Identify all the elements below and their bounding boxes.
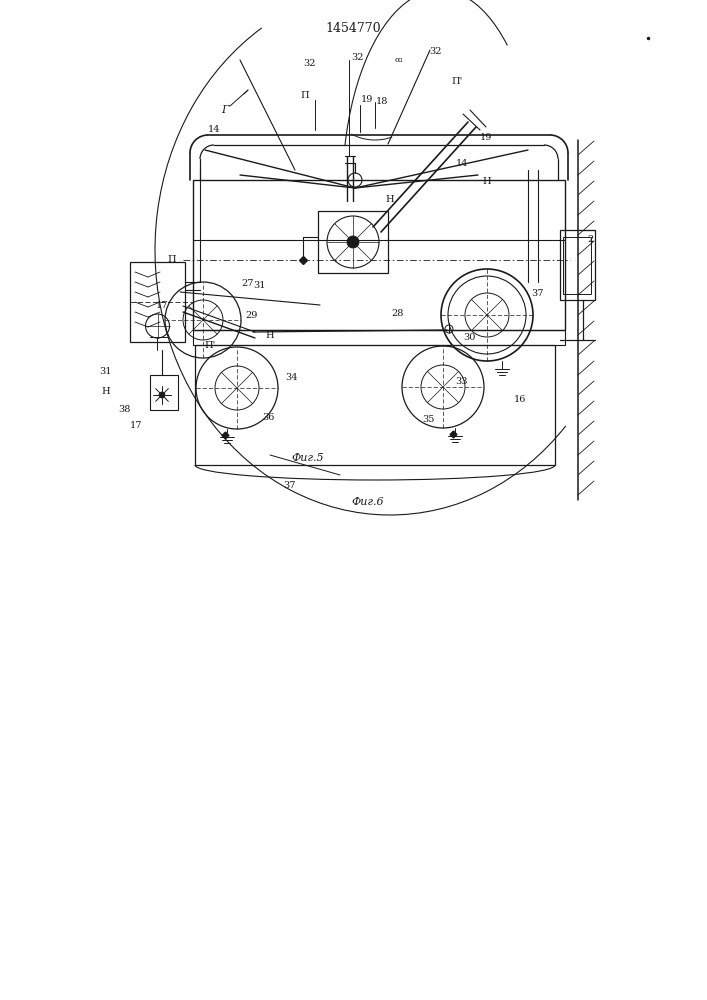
Text: 35: 35 — [422, 414, 434, 424]
Text: 17: 17 — [130, 422, 142, 430]
Bar — [195, 345, 555, 465]
Text: 18: 18 — [376, 98, 388, 106]
Text: 19: 19 — [361, 96, 373, 104]
Text: 14: 14 — [456, 159, 468, 168]
Text: 34: 34 — [285, 373, 297, 382]
Text: 32: 32 — [304, 60, 316, 68]
Text: 36: 36 — [262, 412, 274, 422]
Text: Г: Г — [221, 105, 228, 115]
Text: 29: 29 — [246, 310, 258, 320]
Bar — [318, 211, 388, 273]
Text: 33: 33 — [456, 377, 468, 386]
Bar — [130, 262, 185, 342]
Circle shape — [347, 236, 359, 248]
Text: Н: Н — [102, 387, 110, 396]
Text: 31: 31 — [254, 282, 267, 290]
Bar — [150, 375, 178, 410]
Text: Н: Н — [483, 178, 491, 186]
Bar — [560, 230, 595, 300]
Text: 37: 37 — [284, 481, 296, 489]
Bar — [193, 180, 565, 330]
Text: 32: 32 — [351, 52, 363, 62]
Text: α₁: α₁ — [395, 56, 404, 64]
Text: 37: 37 — [532, 290, 544, 298]
Circle shape — [159, 392, 165, 398]
Text: 27: 27 — [242, 279, 255, 288]
Text: Н: Н — [386, 196, 395, 205]
Text: П': П' — [204, 340, 216, 350]
Text: 14: 14 — [208, 125, 221, 134]
Text: 17: 17 — [156, 300, 168, 310]
Text: Фиг.5: Фиг.5 — [292, 453, 325, 463]
Text: П': П' — [451, 78, 462, 87]
Text: 38: 38 — [118, 404, 130, 414]
Text: 2: 2 — [587, 235, 593, 244]
Text: 32: 32 — [428, 47, 441, 56]
Text: 28: 28 — [392, 310, 404, 318]
Text: 16: 16 — [514, 395, 526, 404]
Text: 31: 31 — [100, 367, 112, 376]
Bar — [193, 330, 565, 345]
Text: П: П — [300, 92, 310, 101]
Text: 30: 30 — [463, 332, 475, 342]
Bar — [563, 237, 591, 294]
Text: Фиг.6: Фиг.6 — [351, 497, 385, 507]
Text: Н: Н — [266, 332, 274, 340]
Text: 19: 19 — [480, 132, 492, 141]
Text: 1454770: 1454770 — [325, 21, 381, 34]
Text: П: П — [168, 255, 176, 264]
